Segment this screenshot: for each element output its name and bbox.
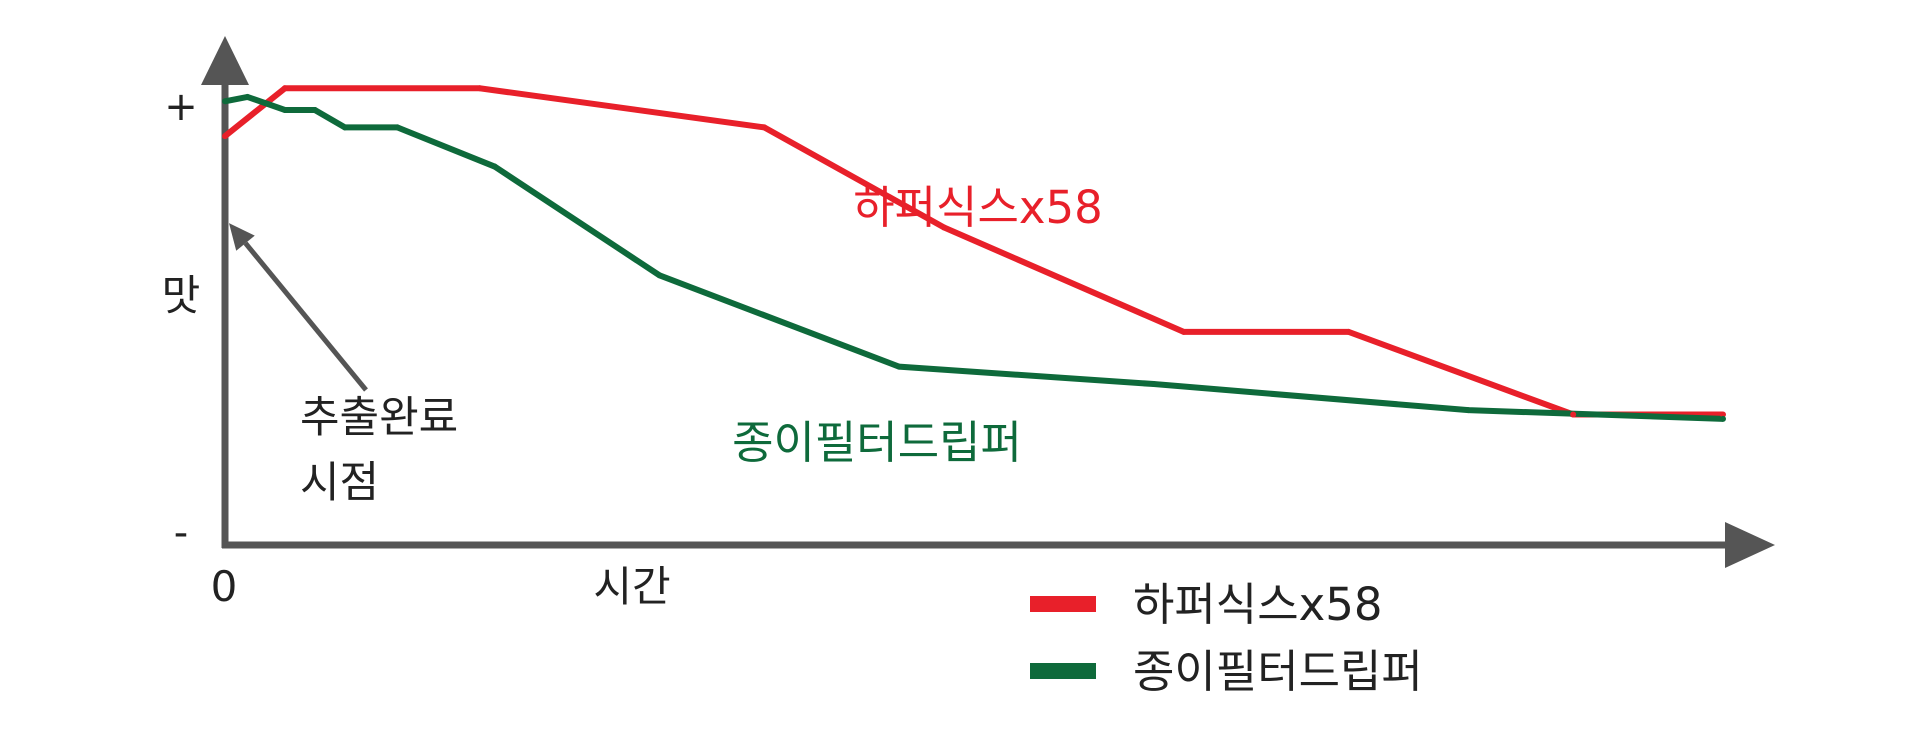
data-point xyxy=(896,363,903,370)
series-label-hapersix: 하퍼식스x58 xyxy=(853,181,1103,234)
extraction-complete-annotation: 추출완료 시점 xyxy=(229,223,458,508)
series-points xyxy=(222,85,1726,422)
series-label-paper-filter: 종이필터드립퍼 xyxy=(732,416,1022,469)
data-point xyxy=(311,107,318,113)
axes xyxy=(201,36,1775,568)
y-axis-plus-label: + xyxy=(164,84,198,130)
y-axis-minus-label: - xyxy=(174,510,188,556)
data-point xyxy=(941,224,948,231)
data-point xyxy=(1465,407,1472,414)
x-axis-title: 시간 xyxy=(593,562,670,611)
data-point xyxy=(281,107,288,113)
data-point xyxy=(1150,381,1157,388)
x-axis-arrow-icon xyxy=(1725,522,1775,568)
annotation-arrow-line xyxy=(243,241,368,392)
legend-swatch-paper-filter xyxy=(1030,663,1096,679)
annotation-text-line1: 추출완료 xyxy=(300,393,458,443)
data-point xyxy=(244,93,251,100)
y-axis-title: 맛 xyxy=(162,271,201,320)
data-point xyxy=(656,272,663,279)
data-point xyxy=(1180,328,1187,335)
annotation-text-line2: 시점 xyxy=(300,458,379,508)
data-point xyxy=(394,124,401,131)
legend-label-hapersix: 하퍼식스x58 xyxy=(1133,578,1383,631)
data-point xyxy=(1570,411,1577,418)
legend: 하퍼식스x58 종이필터드립퍼 xyxy=(1030,578,1423,698)
series-line-paper-filter xyxy=(224,93,1724,422)
data-point xyxy=(761,124,768,131)
data-point xyxy=(1345,328,1352,335)
legend-swatch-hapersix xyxy=(1030,596,1096,612)
data-point xyxy=(476,85,483,92)
x-axis-origin-label: 0 xyxy=(211,562,238,611)
data-point xyxy=(341,124,348,131)
data-point xyxy=(1720,411,1726,418)
data-point xyxy=(222,98,228,105)
legend-label-paper-filter: 종이필터드립퍼 xyxy=(1133,645,1423,698)
data-point xyxy=(1720,415,1726,422)
data-point xyxy=(491,163,498,170)
y-axis-arrow-icon xyxy=(201,36,249,85)
series-line-hapersix xyxy=(223,85,1723,418)
annotation-arrow-icon xyxy=(229,223,255,251)
data-point xyxy=(222,133,228,140)
data-point xyxy=(281,85,288,92)
